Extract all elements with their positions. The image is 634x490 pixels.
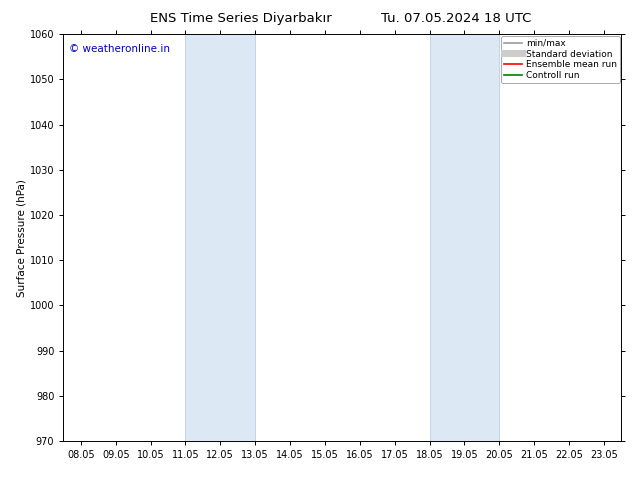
Y-axis label: Surface Pressure (hPa): Surface Pressure (hPa) [17,179,27,296]
Bar [429,34,500,441]
Text: © weatheronline.in: © weatheronline.in [69,45,170,54]
Legend: min/max, Standard deviation, Ensemble mean run, Controll run: min/max, Standard deviation, Ensemble me… [501,36,619,83]
Bar [185,34,255,441]
Text: Tu. 07.05.2024 18 UTC: Tu. 07.05.2024 18 UTC [381,12,532,25]
Text: ENS Time Series Diyarbakır: ENS Time Series Diyarbakır [150,12,332,25]
